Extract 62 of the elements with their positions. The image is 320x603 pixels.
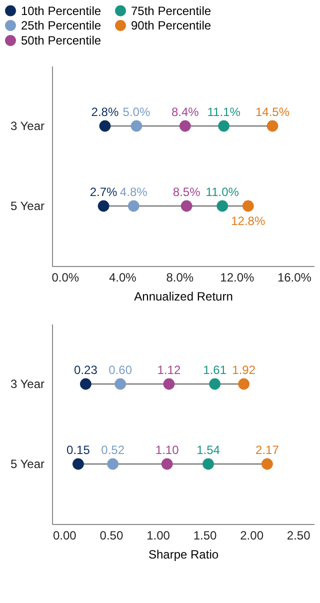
y-tick-label: 5 Year xyxy=(10,199,44,213)
x-tick-label: 16.0% xyxy=(277,270,312,284)
point xyxy=(238,378,250,390)
legend-label: 75th Percentile xyxy=(131,4,212,18)
x-tick-label: 0.50 xyxy=(100,528,124,542)
point xyxy=(163,378,175,390)
data-label: 8.5% xyxy=(172,185,201,199)
x-tick-label: 0.00 xyxy=(52,528,77,542)
point xyxy=(98,200,110,212)
data-label: 11.1% xyxy=(207,105,241,119)
data-label: 8.4% xyxy=(171,105,200,119)
point xyxy=(262,458,273,470)
data-label: 0.15 xyxy=(66,443,90,457)
point xyxy=(161,458,173,470)
data-label: 0.23 xyxy=(74,363,98,377)
point xyxy=(107,458,119,470)
y-tick-label: 5 Year xyxy=(10,457,44,471)
x-axis-title: Sharpe Ratio xyxy=(148,548,219,562)
point xyxy=(209,378,221,390)
data-label: 1.61 xyxy=(203,363,227,377)
x-tick-label: 2.00 xyxy=(240,528,264,542)
y-tick-label: 3 Year xyxy=(10,377,44,391)
data-label: 5.0% xyxy=(122,105,150,119)
point xyxy=(180,200,192,212)
data-label: 0.60 xyxy=(108,363,132,377)
x-tick-label: 4.0% xyxy=(108,270,137,284)
point xyxy=(72,458,84,470)
data-label: 4.8% xyxy=(120,185,148,199)
data-label: 0.52 xyxy=(101,443,125,457)
point xyxy=(202,458,214,470)
data-label: 12.8% xyxy=(231,214,266,228)
point xyxy=(80,378,92,390)
point xyxy=(99,120,111,132)
data-label: 11.0% xyxy=(206,185,240,199)
data-label: 1.54 xyxy=(196,443,220,457)
x-axis-title: Annualized Return xyxy=(134,290,233,304)
point xyxy=(266,120,278,132)
point xyxy=(130,120,142,132)
legend-label: 90th Percentile xyxy=(131,18,212,32)
point xyxy=(242,200,254,212)
data-label: 2.8% xyxy=(91,105,119,119)
x-tick-label: 1.00 xyxy=(146,528,170,542)
data-label: 2.17 xyxy=(256,443,280,457)
x-tick-label: 1.50 xyxy=(193,528,218,542)
x-tick-label: 8.0% xyxy=(166,270,194,284)
data-label: 14.5% xyxy=(255,105,290,119)
point xyxy=(218,120,230,132)
y-tick-label: 3 Year xyxy=(10,119,44,133)
point xyxy=(216,200,228,212)
x-tick-label: 12.0% xyxy=(220,270,255,284)
x-tick-label: 2.50 xyxy=(286,528,311,542)
legend-label: 50th Percentile xyxy=(21,34,102,48)
legend-label: 10th Percentile xyxy=(21,4,102,18)
data-label: 2.7% xyxy=(90,185,118,199)
x-tick-label: 0.0% xyxy=(52,270,80,284)
data-label: 1.12 xyxy=(157,363,181,377)
data-label: 1.10 xyxy=(155,443,180,457)
point xyxy=(179,120,191,132)
point xyxy=(128,200,140,212)
point xyxy=(114,378,126,390)
data-label: 1.92 xyxy=(232,363,256,377)
legend-label: 25th Percentile xyxy=(21,18,102,32)
